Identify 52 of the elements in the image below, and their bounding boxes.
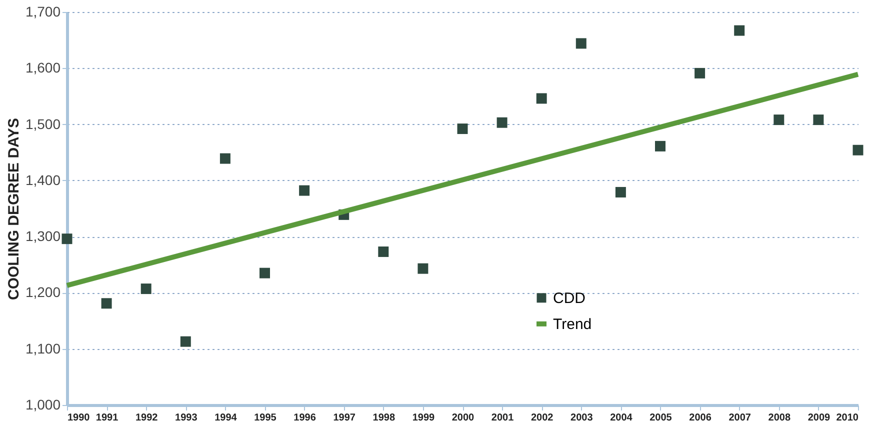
point [299, 185, 310, 196]
point [378, 246, 389, 257]
point [576, 38, 586, 49]
y-tick-label: 1,300 [25, 228, 61, 244]
x-tick-label: 2008 [768, 412, 791, 424]
point [852, 144, 864, 156]
x-tick-label: 2005 [650, 412, 672, 424]
point [734, 25, 745, 36]
legend-label: CDD [553, 290, 586, 307]
point [220, 153, 230, 164]
point [774, 114, 784, 126]
x-tick-label: 1998 [372, 412, 396, 424]
x-tick-label: 1997 [333, 412, 356, 424]
y-tick-label: 1,500 [25, 116, 61, 132]
point [655, 140, 666, 152]
y-tick-label: 1,200 [25, 284, 61, 300]
point [615, 186, 626, 198]
point [180, 336, 191, 347]
point [62, 234, 72, 244]
x-tick-label: 2002 [530, 412, 554, 424]
y-tick-label: 1,400 [25, 172, 61, 188]
point [694, 68, 706, 78]
point [457, 124, 468, 134]
x-tick-label: 1995 [254, 412, 277, 424]
point [813, 114, 824, 126]
y-tick-label: 1,100 [25, 340, 61, 356]
x-tick-label: 1991 [96, 412, 119, 424]
legend-label: Trend [553, 316, 592, 333]
x-tick-label: 2004 [610, 412, 633, 424]
x-tick-label: 2007 [728, 412, 752, 424]
y-tick-label: 1,000 [25, 396, 61, 412]
point [140, 284, 152, 294]
x-tick-label: 1990 [68, 412, 90, 424]
y-tick-label: 1,600 [25, 60, 61, 76]
x-tick-label: 2001 [491, 412, 514, 424]
x-tick-label: 2010 [836, 412, 859, 424]
x-tick-label: 1996 [294, 412, 316, 424]
x-tick-label: 1992 [135, 412, 158, 424]
point [260, 268, 270, 278]
x-tick-label: 2009 [808, 412, 831, 424]
x-tick-label: 2000 [452, 412, 475, 424]
y-tick-label: 1,700 [25, 4, 61, 20]
x-tick-label: 1994 [214, 412, 238, 424]
point [536, 93, 547, 104]
x-tick-label: 1993 [175, 412, 198, 424]
point [418, 263, 428, 274]
y-axis-title: COOLING DEGREE DAYS [5, 118, 22, 300]
x-tick-label: 1999 [412, 412, 436, 424]
x-tick-label: 2003 [570, 412, 594, 424]
x-tick-label: 2006 [689, 412, 712, 424]
point [496, 117, 508, 128]
point [101, 298, 112, 309]
